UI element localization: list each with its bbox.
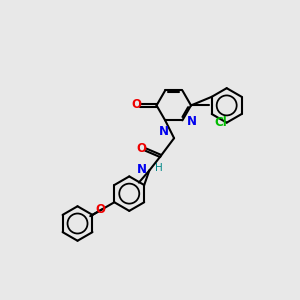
Text: H: H bbox=[155, 163, 162, 173]
Text: O: O bbox=[137, 142, 147, 155]
Text: N: N bbox=[187, 115, 196, 128]
Text: O: O bbox=[131, 98, 141, 111]
Text: O: O bbox=[96, 203, 106, 216]
Text: N: N bbox=[159, 124, 169, 137]
Text: Cl: Cl bbox=[214, 116, 227, 128]
Text: N: N bbox=[137, 164, 147, 176]
